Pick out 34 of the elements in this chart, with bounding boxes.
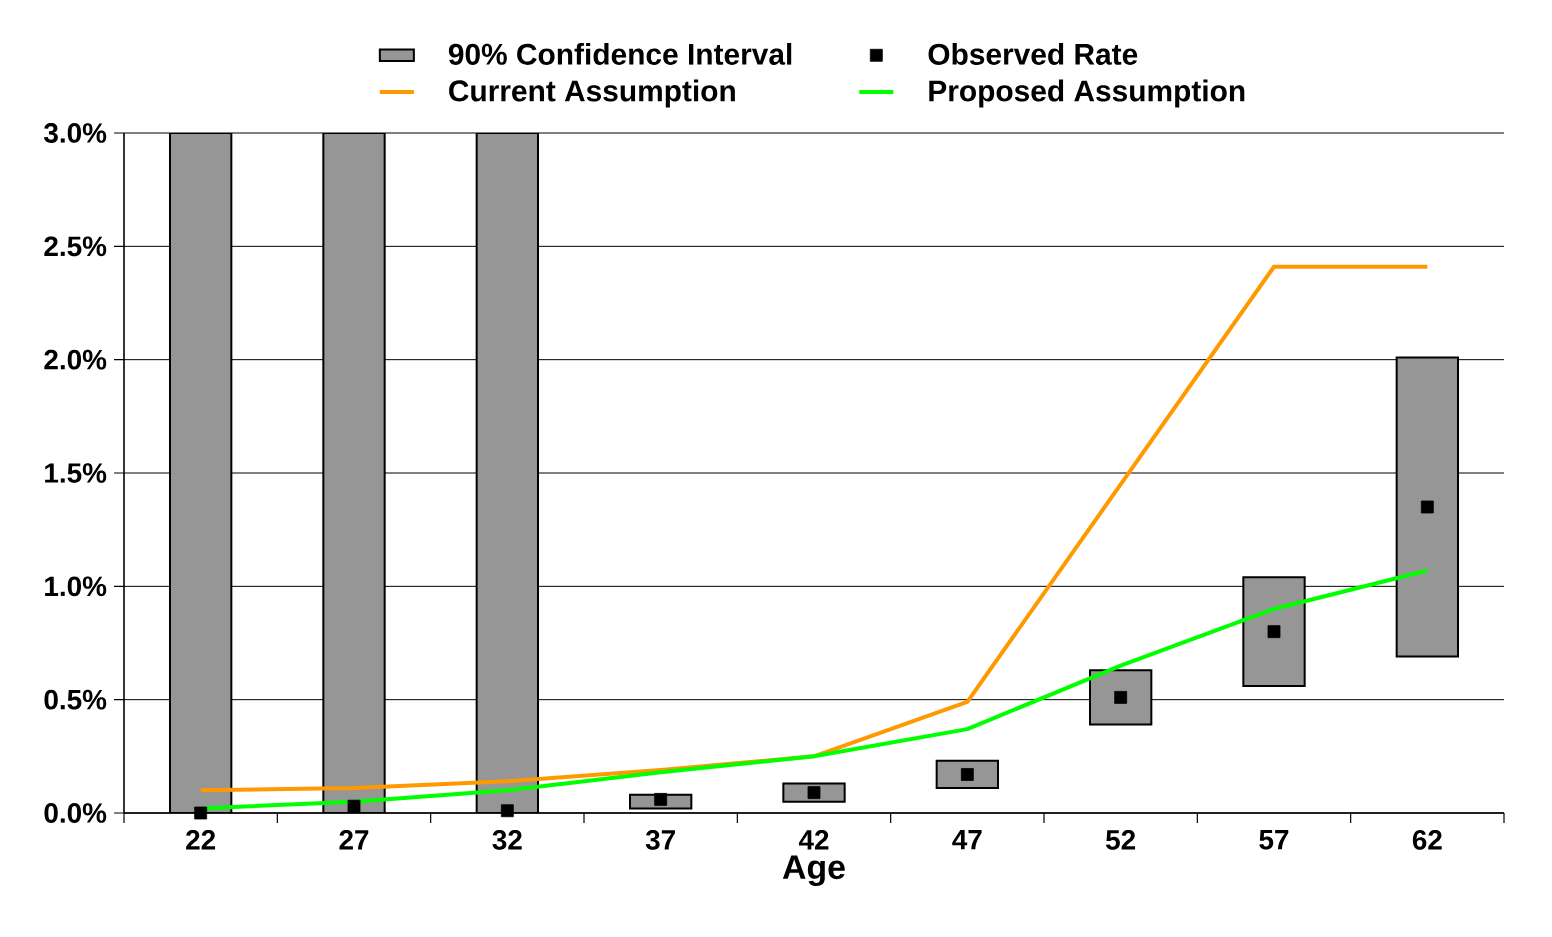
point: [654, 793, 668, 806]
x-tick-label: 47: [952, 830, 982, 850]
point: [807, 786, 821, 799]
legend-label: Observed Rate: [928, 42, 1138, 65]
point: [960, 768, 974, 781]
bar: [1089, 669, 1153, 726]
x-axis-title: Age: [782, 855, 845, 886]
y-tick-label: 1.0%: [45, 576, 107, 597]
x-tick-label: 37: [645, 830, 675, 850]
legend-label: Current Assumption: [449, 79, 735, 108]
x-tick-label: 27: [339, 830, 369, 850]
point: [500, 804, 514, 818]
bar: [1395, 356, 1459, 658]
point: [1420, 500, 1434, 514]
y-tick-label: 3.0%: [44, 123, 107, 143]
point: [347, 799, 361, 813]
point: [1267, 625, 1281, 639]
legend-label: 90% Confidence Interval: [448, 42, 792, 65]
y-tick-label: 0.0%: [44, 803, 107, 823]
x-tick-label: 62: [1412, 830, 1442, 850]
x-tick-label: 52: [1106, 830, 1136, 850]
x-tick-label: 42: [798, 830, 829, 850]
y-tick-label: 2.0%: [44, 349, 107, 370]
y-tick-label: 1.5%: [45, 463, 107, 483]
point: [194, 806, 208, 820]
legend-label: Proposed Assumption: [929, 79, 1245, 108]
y-tick-label: 2.5%: [44, 236, 107, 257]
x-tick-label: 22: [186, 830, 216, 850]
x-tick-label: 57: [1259, 830, 1289, 850]
x-tick-label: 32: [492, 830, 522, 850]
point: [1114, 691, 1128, 704]
bar: [935, 759, 999, 790]
bar: [1242, 576, 1306, 688]
y-tick-label: 0.5%: [44, 689, 107, 710]
